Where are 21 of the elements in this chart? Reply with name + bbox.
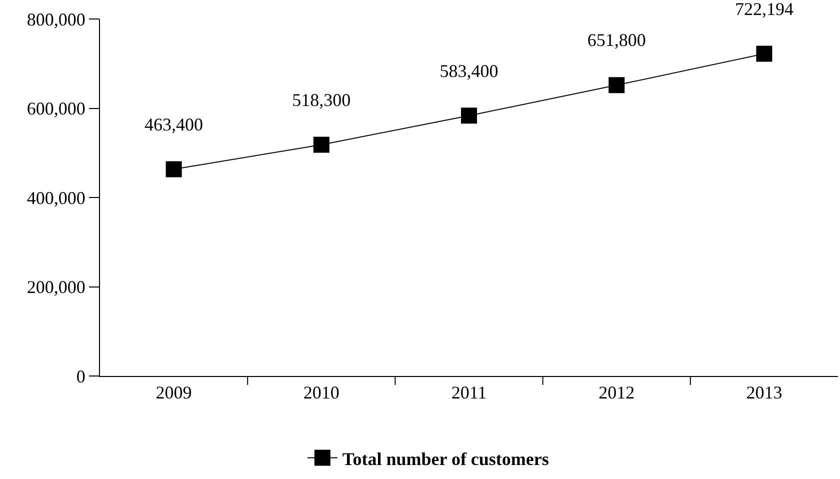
data-label: 722,194	[734, 0, 794, 19]
x-tick-label: 2009	[156, 382, 192, 403]
point	[313, 136, 330, 153]
x-tick-label: 2012	[598, 382, 635, 403]
x-tick-label: 2011	[451, 382, 487, 403]
point	[756, 46, 772, 62]
y-tick-label: 200,000	[26, 277, 86, 298]
y-tick-label: 400,000	[26, 188, 86, 208]
x-tick-label: 2013	[746, 382, 782, 403]
point	[608, 77, 625, 94]
data-label: 583,400	[440, 60, 498, 81]
legend-label: Total number of customers	[342, 448, 549, 469]
point	[461, 108, 477, 124]
y-tick-label: 600,000	[26, 98, 86, 119]
data-label: 518,300	[292, 90, 351, 110]
y-tick-label: 800,000	[26, 9, 86, 30]
data-label: 463,400	[144, 114, 204, 134]
data-label: 651,800	[587, 30, 646, 50]
y-tick-label: 0	[76, 366, 86, 386]
point	[166, 161, 182, 178]
x-tick-label: 2010	[303, 382, 340, 403]
